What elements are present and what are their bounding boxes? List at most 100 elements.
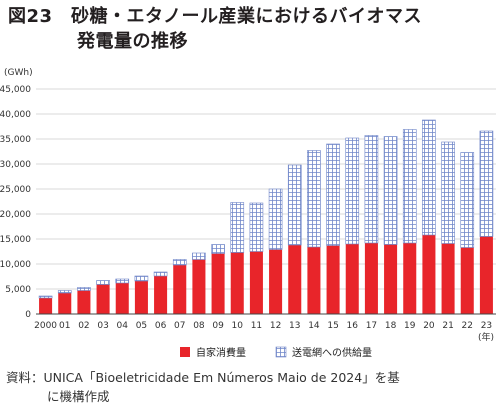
bar-self-consumption: [77, 290, 91, 314]
bar-self-consumption: [384, 244, 398, 314]
bars: [38, 119, 494, 314]
bar-grid-supply: [230, 202, 245, 253]
legend-swatch-grid-supply: [275, 346, 287, 358]
y-tick-label: 25,000: [0, 185, 31, 195]
bar-grid-supply: [96, 280, 110, 285]
x-tick-label: 10: [232, 321, 244, 331]
bar-grid-supply: [268, 188, 283, 250]
bar-self-consumption: [39, 298, 53, 314]
x-tick-label: 16: [347, 321, 359, 331]
bar-self-consumption: [479, 236, 493, 314]
bar-grid-supply: [115, 278, 130, 284]
bar-grid-supply: [38, 295, 53, 299]
bar-grid-supply: [460, 152, 475, 248]
bar-self-consumption: [154, 276, 168, 314]
bar-self-consumption: [441, 243, 455, 314]
bar-grid-supply: [326, 143, 340, 246]
y-tick-label: 35,000: [0, 135, 31, 145]
bar-self-consumption: [403, 243, 417, 314]
x-tick-label: 18: [385, 321, 397, 331]
gridlines: [36, 88, 496, 290]
bar-self-consumption: [96, 284, 110, 314]
bar-self-consumption: [134, 281, 148, 314]
bar-grid-supply: [134, 275, 149, 282]
legend: 自家消費量 送電網への供給量: [180, 346, 372, 359]
source-line2: に機構作成: [47, 389, 110, 404]
bar-grid-supply: [383, 136, 398, 245]
x-tick-label: 14: [308, 321, 320, 331]
bar-grid-supply: [77, 287, 91, 291]
x-tick-label: 11: [251, 321, 262, 331]
x-tick-label: 01: [59, 321, 70, 331]
bar-self-consumption: [211, 253, 225, 314]
x-tick-label: 12: [270, 321, 281, 331]
chart-title-line1: 図23 砂糖・エタノール産業におけるバイオマス: [8, 6, 423, 27]
bar-self-consumption: [173, 265, 187, 314]
y-tick-label: 5,000: [5, 285, 31, 295]
x-axis-unit: (年): [478, 331, 494, 343]
x-tick-label: 2000: [34, 321, 57, 331]
x-tick-label: 22: [462, 321, 473, 331]
x-tick-label: 21: [442, 321, 453, 331]
source-note: 資料：UNICA「Bioeletricidade Em Números Maio…: [6, 368, 496, 406]
bar-grid-supply: [172, 259, 187, 266]
x-tick-label: 17: [366, 321, 377, 331]
y-tick-label: 40,000: [0, 110, 31, 120]
chart-title: 図23 砂糖・エタノール産業におけるバイオマス 発電量の推移: [8, 4, 422, 54]
bar-self-consumption: [58, 293, 72, 314]
bar-self-consumption: [230, 252, 244, 314]
x-tick-label: 03: [97, 321, 108, 331]
bar-self-consumption: [307, 247, 321, 314]
bar-self-consumption: [115, 283, 129, 314]
bar-chart: 0 5,000 10,000 15,000 20,000 25,000 30,000 35,0…: [0, 68, 496, 359]
bar-grid-supply: [364, 135, 379, 244]
x-tick-label: 19: [404, 321, 416, 331]
bar-grid-supply: [211, 244, 225, 254]
bar-self-consumption: [364, 243, 378, 314]
x-tick-label: 06: [155, 321, 167, 331]
legend-label-grid-supply: 送電網への供給量: [292, 346, 372, 359]
y-tick-label: 20,000: [0, 210, 31, 220]
bar-grid-supply: [345, 137, 360, 245]
y-axis-ticks: 0 5,000 10,000 15,000 20,000 25,000 30,000 35,0…: [0, 85, 31, 320]
bar-grid-supply: [402, 129, 417, 244]
bar-self-consumption: [345, 244, 359, 314]
bar-grid-supply: [441, 141, 455, 244]
y-tick-label: 45,000: [0, 85, 31, 95]
legend-swatch-self-consumption: [180, 347, 190, 357]
x-tick-label: 23: [481, 321, 492, 331]
x-axis-ticks: 2000 01 02 03 04 05 06 07 08 09 10 11 12 13 14 15 16 17 18…: [34, 321, 492, 331]
bar-grid-supply: [422, 119, 436, 236]
x-tick-label: 09: [212, 321, 224, 331]
bar-self-consumption: [422, 235, 436, 314]
bar-self-consumption: [269, 249, 283, 314]
x-tick-label: 20: [423, 321, 435, 331]
y-tick-label: 10,000: [0, 260, 31, 270]
bar-self-consumption: [288, 245, 302, 314]
bar-self-consumption: [326, 245, 340, 314]
bar-grid-supply: [479, 130, 494, 237]
x-tick-label: 13: [289, 321, 300, 331]
bar-self-consumption: [460, 247, 474, 314]
y-axis-unit: (GWh): [4, 68, 33, 78]
bar-grid-supply: [307, 150, 321, 248]
bar-self-consumption: [192, 259, 206, 314]
chart-title-line2: 発電量の推移: [77, 31, 188, 52]
x-tick-label: 02: [78, 321, 89, 331]
x-tick-label: 04: [117, 321, 129, 331]
source-line1: 資料：UNICA「Bioeletricidade Em Números Maio…: [6, 370, 400, 385]
bar-self-consumption: [249, 251, 263, 314]
x-tick-label: 08: [193, 321, 205, 331]
bar-grid-supply: [153, 271, 168, 277]
legend-label-self-consumption: 自家消費量: [196, 346, 246, 359]
y-tick-label: 30,000: [0, 160, 31, 170]
bar-grid-supply: [287, 164, 302, 246]
y-tick-label: 15,000: [0, 235, 31, 245]
bar-grid-supply: [192, 252, 206, 260]
x-tick-label: 15: [327, 321, 338, 331]
bar-grid-supply: [57, 290, 72, 294]
bar-grid-supply: [249, 202, 264, 252]
x-tick-label: 05: [136, 321, 147, 331]
x-tick-label: 07: [174, 321, 185, 331]
y-tick-label: 0: [25, 310, 31, 320]
